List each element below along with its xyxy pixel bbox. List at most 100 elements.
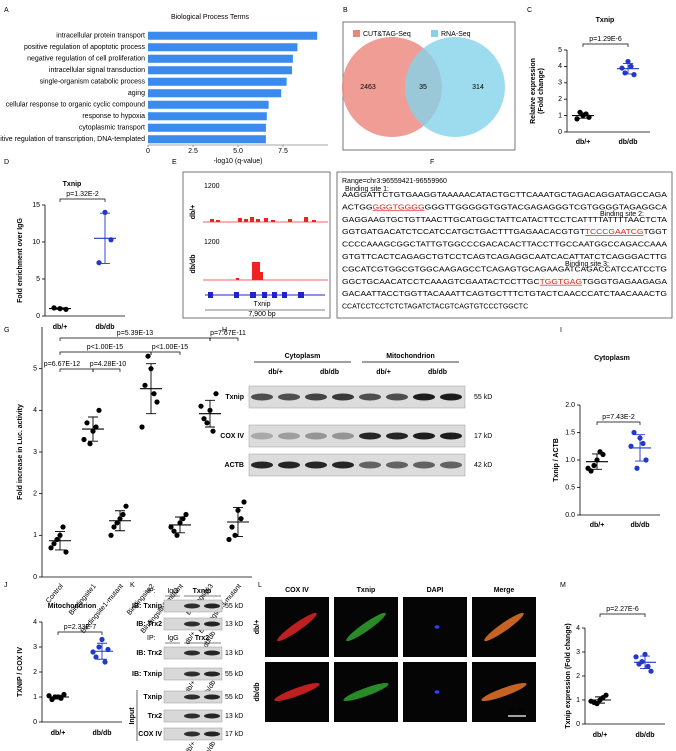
- track-peak: [256, 219, 260, 222]
- blot-band: [332, 432, 354, 440]
- exon: [272, 292, 277, 298]
- binding-site: TGGTGAG: [540, 279, 582, 286]
- panel-frame: [336, 171, 673, 319]
- data-point: [46, 693, 52, 699]
- y-tick-label: 0.5: [565, 484, 575, 491]
- bar: [148, 43, 298, 52]
- sample-label: db/+: [184, 740, 197, 751]
- blot-band: [184, 713, 200, 719]
- y-tick-label: 2.0: [565, 402, 575, 409]
- y-tick-label: 3: [576, 649, 580, 656]
- blot-band: [204, 671, 220, 677]
- data-point: [102, 209, 108, 215]
- y-tick-label: 0: [33, 574, 37, 581]
- significance-bracket: [59, 198, 106, 202]
- sequence-line: ACTGG GGGTGGGG GGGTTGGGGGTGGTACGAGAGGGTCGT…: [342, 204, 667, 211]
- blot-band: [359, 393, 381, 401]
- sequence-segment: GGCTGCAACATCCTCAAAGTCGAATACTCCTTGC: [342, 279, 540, 286]
- y-tick-label: 1: [33, 694, 37, 701]
- significance-bracket: [150, 351, 181, 355]
- size-label: 55 kD: [474, 394, 492, 401]
- x-tick-label: db/+: [53, 324, 68, 331]
- y-tick-label: 1: [576, 697, 580, 704]
- lane-label: IgG: [167, 588, 178, 595]
- y-tick-label: 2: [33, 669, 37, 676]
- data-point: [48, 545, 54, 551]
- track-scale-label: 1200: [204, 239, 220, 246]
- data-point: [622, 70, 628, 76]
- blot-band: [204, 694, 220, 700]
- p-value: p=4.28E-10: [90, 361, 126, 368]
- blot-band: [251, 432, 273, 440]
- data-point: [123, 503, 129, 509]
- data-point: [84, 420, 90, 426]
- data-point: [151, 391, 157, 397]
- data-point: [229, 524, 235, 530]
- sequence-segment: AAGGATTCTGTGAAGGTAAAAACATACTGCTTCAAATGCT…: [342, 192, 667, 199]
- x-tick-label: 0: [146, 148, 150, 155]
- sequence-segment: CGCATCGTGGCGTGGCAAGAGCCTCAGAGTGCAGAAGATC…: [342, 266, 667, 273]
- legend-label: RNA-Seq: [441, 31, 471, 38]
- bar: [148, 100, 269, 109]
- exon: [282, 292, 287, 298]
- blot-band: [359, 461, 381, 469]
- data-point: [139, 424, 145, 430]
- data-point: [574, 116, 580, 122]
- size-label: 13 kD: [225, 713, 243, 720]
- y-tick-label: 5: [558, 47, 562, 54]
- data-point: [232, 532, 238, 538]
- track-scale-label: 1200: [204, 183, 220, 190]
- track-peak: [312, 220, 316, 222]
- ip-label: IP:: [147, 588, 156, 595]
- cell-signal: [346, 612, 386, 642]
- track-peak: [210, 219, 214, 222]
- track-peak: [260, 272, 263, 280]
- track-peak: [288, 219, 292, 222]
- x-tick-label: db/db: [92, 730, 111, 737]
- blot-band: [359, 432, 381, 440]
- nucleus: [434, 625, 440, 629]
- data-point: [648, 668, 654, 674]
- row-label: IB: Txnip: [132, 671, 162, 678]
- panel-letter: M: [560, 582, 566, 589]
- sequence-range: Range=chr3:96559421-96559960: [342, 178, 447, 185]
- data-point: [102, 659, 108, 665]
- lane-label: IgG: [167, 635, 178, 642]
- sequence-segment: GACAATTACCTGGTTACAAATTCAGTGCTTTCTGTACTCA…: [342, 291, 667, 298]
- chart-title: Txnip: [63, 181, 82, 188]
- data-point: [142, 382, 148, 388]
- size-label: 42 kD: [474, 462, 492, 469]
- data-point: [633, 654, 639, 660]
- y-tick-label: 2: [576, 673, 580, 680]
- y-axis-label: Txnip expression (Fold change): [565, 623, 572, 728]
- cell-signal: [274, 682, 320, 702]
- cell-signal: [277, 612, 317, 642]
- data-point: [96, 260, 102, 266]
- blot-band: [386, 461, 408, 469]
- blot-band: [184, 650, 200, 656]
- y-tick-label: 4: [576, 625, 580, 632]
- y-axis-label: Fold increase in Luc. activity: [17, 404, 24, 500]
- y-tick-label: 3: [33, 644, 37, 651]
- data-point: [639, 659, 645, 665]
- track-peak: [238, 218, 242, 222]
- blot-band: [278, 461, 300, 469]
- data-point: [591, 462, 597, 469]
- data-point: [168, 524, 174, 530]
- data-point: [631, 72, 637, 78]
- blot-band: [386, 432, 408, 440]
- data-point: [63, 549, 69, 555]
- significance-bracket: [596, 421, 641, 425]
- nucleus: [434, 690, 440, 694]
- compartment-label: Mitochondrion: [386, 353, 435, 360]
- sequence-segment: TGGGTGAGAAGAGA: [582, 279, 667, 286]
- data-point: [600, 695, 606, 701]
- y-axis-label: Fold enrichment over IgG: [17, 218, 24, 303]
- significance-bracket: [59, 351, 152, 355]
- y-tick-label: 3: [558, 80, 562, 87]
- chart-title: Mitochondrion: [48, 603, 97, 610]
- blot-band: [204, 621, 220, 627]
- p-value: p=7.67E-11: [210, 330, 246, 337]
- track-peak: [216, 220, 220, 222]
- blot-band: [440, 432, 462, 440]
